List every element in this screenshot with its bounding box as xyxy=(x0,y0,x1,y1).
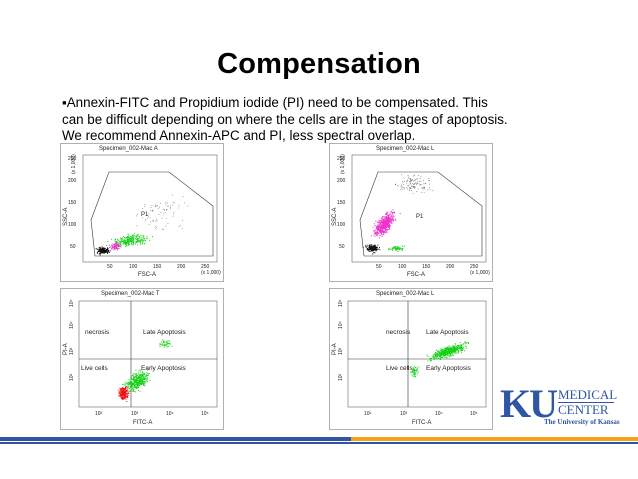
logo-divider xyxy=(558,402,614,403)
scatter-plot-top-left: Specimen_002-Mac A FSC-A SSC-A 50 100 15… xyxy=(60,143,224,282)
quadrant-label-necrosis: necrosis xyxy=(386,329,411,336)
x-tick: 10⁵ xyxy=(470,411,478,417)
bullet-marker: ▪ xyxy=(62,95,67,110)
gate-label: P1 xyxy=(416,214,424,220)
quadrant-label-live-cells: Live cells xyxy=(81,365,108,372)
x-tick: 250 xyxy=(201,264,210,270)
scatter-svg-top-left xyxy=(82,154,218,263)
x-tick: 100 xyxy=(398,264,407,270)
x-tick: 10⁴ xyxy=(166,411,174,417)
quadrant-label-early-apoptosis: Early Apoptosis xyxy=(426,365,471,372)
x-tick: 150 xyxy=(422,264,431,270)
bullet-line-3: We recommend Annexin-APC and PI, less sp… xyxy=(62,128,416,143)
quadrant-plot-bottom-right: Specimen_002-Mac L FITC-A PI-A 10² 10³ 1… xyxy=(329,288,493,430)
y-tick: 10⁵ xyxy=(338,299,344,307)
quadrant-label-early-apoptosis: Early Apoptosis xyxy=(141,365,186,372)
logo-ku-text: KU xyxy=(500,381,558,426)
x-tick: 200 xyxy=(446,264,455,270)
x-tick: 100 xyxy=(129,264,138,270)
x-tick: 50 xyxy=(107,264,113,270)
y-tick: 10⁵ xyxy=(69,299,75,307)
x-tick: 10² xyxy=(364,411,372,417)
y-tick: 100 xyxy=(68,222,77,228)
slide-body: ▪Annexin-FITC and Propidium iodide (PI) … xyxy=(62,95,562,145)
x-tick: 10⁴ xyxy=(435,411,443,417)
quadrant-label-necrosis: necrosis xyxy=(85,329,110,336)
scatter-svg-top-right xyxy=(351,154,487,263)
y-unit: (x 1,000) xyxy=(71,154,77,174)
x-tick: 250 xyxy=(470,264,479,270)
y-unit: (x 1,000) xyxy=(340,154,346,174)
y-tick: 250 xyxy=(337,156,346,162)
x-axis-label: FITC-A xyxy=(412,420,432,426)
x-tick: 50 xyxy=(376,264,382,270)
x-tick: 10² xyxy=(95,411,103,417)
x-axis-label: FITC-A xyxy=(133,420,153,426)
x-axis-label: FSC-A xyxy=(138,272,156,278)
footer-stripe xyxy=(0,437,638,441)
quadrant-svg-bottom-left xyxy=(78,300,218,408)
plot-title: Specimen_002-Mac T xyxy=(101,291,160,297)
quadrant-label-live-cells: Live cells xyxy=(386,365,413,372)
y-tick: 50 xyxy=(339,244,345,250)
y-tick: 150 xyxy=(68,200,77,206)
y-tick: 200 xyxy=(337,178,346,184)
logo-university-text: The University of Kansas xyxy=(544,418,620,426)
y-tick: 10⁴ xyxy=(69,321,75,329)
quadrant-label-late-apoptosis: Late Apoptosis xyxy=(143,329,186,336)
x-tick: 150 xyxy=(153,264,162,270)
logo-medical-text: MEDICAL xyxy=(558,387,618,402)
y-tick: 10³ xyxy=(69,347,75,355)
y-tick: 100 xyxy=(337,222,346,228)
y-tick: 10² xyxy=(338,373,344,381)
quadrant-label-late-apoptosis: Late Apoptosis xyxy=(426,329,469,336)
x-tick: 10³ xyxy=(400,411,408,417)
x-unit: (x 1,000) xyxy=(201,270,221,276)
plot-title: Specimen_002-Mac L xyxy=(376,146,435,152)
slide-title: Compensation xyxy=(217,48,421,80)
y-tick: 10⁴ xyxy=(338,321,344,329)
y-tick: 10³ xyxy=(338,347,344,355)
scatter-plot-top-right: Specimen_002-Mac L FSC-A SSC-A 50 100 15… xyxy=(329,143,493,282)
y-tick: 150 xyxy=(337,200,346,206)
x-tick: 10⁵ xyxy=(201,411,209,417)
x-unit: (x 1,000) xyxy=(470,270,490,276)
x-axis-label: FSC-A xyxy=(407,272,425,278)
y-tick: 50 xyxy=(70,244,76,250)
ku-medical-center-logo: KU MEDICAL CENTER The University of Kans… xyxy=(500,382,620,430)
plot-title: Specimen_002-Mac L xyxy=(376,291,435,297)
gate-label: P1 xyxy=(141,212,149,218)
logo-center-text: CENTER xyxy=(558,402,609,417)
bullet-line-1: ▪Annexin-FITC and Propidium iodide (PI) … xyxy=(62,95,488,110)
y-tick: 200 xyxy=(68,178,77,184)
bullet-line-2: can be difficult depending on where the … xyxy=(62,111,508,127)
quadrant-svg-bottom-right xyxy=(347,300,487,408)
y-tick: 250 xyxy=(68,156,77,162)
footer-stripe-thin xyxy=(0,442,638,444)
y-tick: 10² xyxy=(69,373,75,381)
quadrant-plot-bottom-left: Specimen_002-Mac T FITC-A PI-A 10² 10³ 1… xyxy=(60,288,224,430)
x-tick: 10³ xyxy=(131,411,139,417)
plot-title: Specimen_002-Mac A xyxy=(99,146,158,152)
x-tick: 200 xyxy=(177,264,186,270)
